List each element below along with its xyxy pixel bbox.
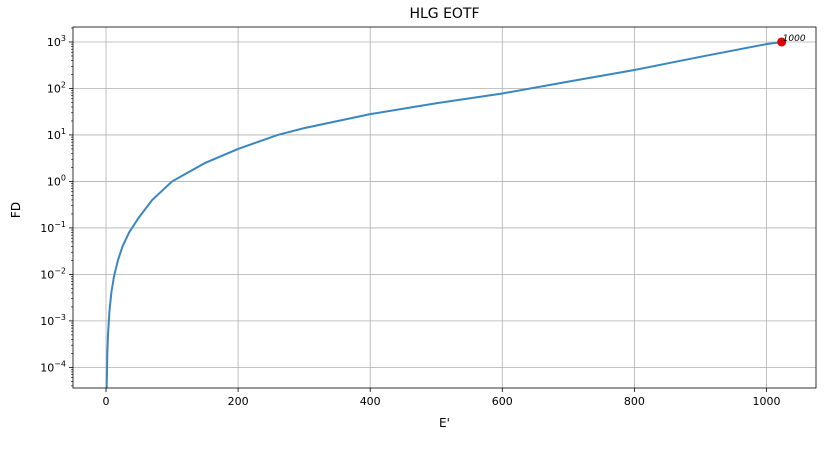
y-tick-label: 10−4 <box>40 359 66 374</box>
y-tick-label: 101 <box>47 127 66 142</box>
x-tick-label: 0 <box>103 395 110 408</box>
chart-title: HLG EOTF <box>409 6 479 22</box>
y-tick-base: 10 <box>47 129 61 142</box>
y-tick-exponent: 0 <box>61 173 66 182</box>
y-tick-label: 102 <box>47 80 66 95</box>
y-tick-base: 10 <box>47 175 61 188</box>
y-tick-base: 10 <box>47 82 61 95</box>
y-tick-exponent: 3 <box>61 34 66 43</box>
x-tick-label: 1000 <box>752 395 780 408</box>
y-tick-label: 10−1 <box>40 220 66 235</box>
y-tick-label: 100 <box>47 173 66 188</box>
tick-layer: 0 200 400 600 800 100010−410−310−210−11001011… <box>40 27 780 408</box>
y-tick-base: 10 <box>40 222 54 235</box>
x-tick-label: 200 <box>228 395 249 408</box>
y-tick-base: 10 <box>40 361 54 374</box>
y-tick-exponent: −2 <box>54 266 66 275</box>
plot-layer: 1000 <box>105 34 806 388</box>
x-axis-title: E' <box>439 416 450 430</box>
y-tick-base: 10 <box>40 268 54 281</box>
y-tick-exponent: −4 <box>54 359 66 368</box>
grid-layer <box>73 27 816 388</box>
y-tick-label: 10−2 <box>40 266 66 281</box>
peak-marker <box>777 37 787 47</box>
y-tick-base: 10 <box>40 315 54 328</box>
y-tick-base: 10 <box>47 36 61 49</box>
x-tick-label: 800 <box>624 395 645 408</box>
y-tick-label: 10−3 <box>40 313 66 328</box>
series-line <box>105 40 782 388</box>
x-tick-label: 600 <box>492 395 513 408</box>
y-tick-exponent: −1 <box>54 220 66 229</box>
y-tick-exponent: 2 <box>61 80 66 89</box>
y-axis-title: FD <box>9 202 23 218</box>
peak-marker-label: 1000 <box>783 34 806 44</box>
y-tick-exponent: 1 <box>61 127 66 136</box>
plot-frame <box>72 26 817 389</box>
y-tick-exponent: −3 <box>54 313 66 322</box>
y-tick-label: 103 <box>47 34 66 49</box>
x-tick-label: 400 <box>360 395 381 408</box>
